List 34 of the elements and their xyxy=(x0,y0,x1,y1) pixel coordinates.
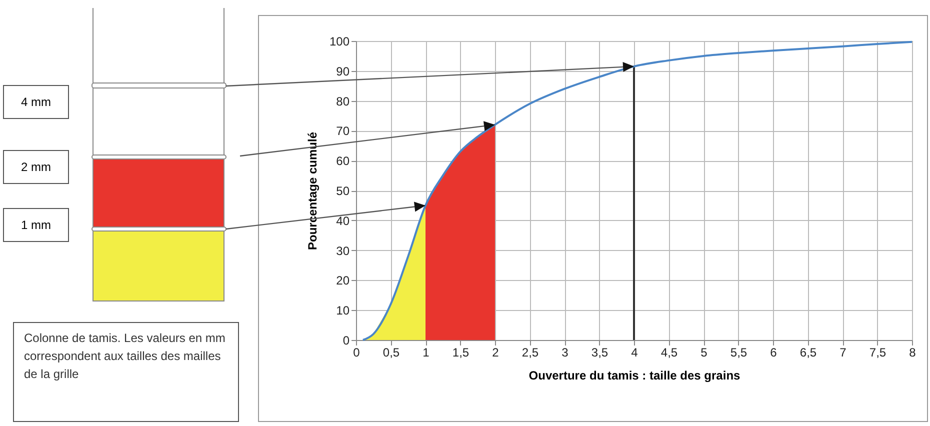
x-tick-label: 1 xyxy=(422,346,430,360)
x-tick-label: 7,5 xyxy=(869,346,886,360)
y-tick-label: 0 xyxy=(342,334,350,348)
x-tick-label: 2,5 xyxy=(522,346,539,360)
x-tick-label: 4,5 xyxy=(660,346,678,360)
y-tick-label: 70 xyxy=(336,124,350,138)
x-tick-label: 6,5 xyxy=(800,346,817,360)
y-tick-label: 90 xyxy=(336,64,350,78)
y-tick-label: 100 xyxy=(329,34,350,48)
y-tick-label: 10 xyxy=(336,304,350,318)
x-tick-label: 3,5 xyxy=(591,346,608,360)
y-tick-label: 30 xyxy=(336,244,350,258)
x-tick-label: 0 xyxy=(353,346,360,360)
x-tick-label: 1,5 xyxy=(452,346,470,360)
x-tick-label: 2 xyxy=(492,346,500,360)
y-axis-title: Pourcentage cumulé xyxy=(305,132,320,250)
x-tick-label: 8 xyxy=(909,346,916,360)
y-tick-label: 20 xyxy=(336,274,350,288)
y-tick-label: 80 xyxy=(336,94,350,108)
x-tick-label: 7 xyxy=(840,346,847,360)
x-axis-title: Ouverture du tamis : taille des grains xyxy=(528,368,741,382)
x-tick-label: 3 xyxy=(562,346,569,360)
text: 1 mm xyxy=(3,208,69,242)
x-tick-label: 6 xyxy=(770,346,778,360)
text: 4 mm xyxy=(3,85,69,119)
y-tick-label: 40 xyxy=(336,214,350,228)
y-tick-label: 50 xyxy=(336,184,350,198)
text: Colonne de tamis. Les valeurs en mm correspondent aux tailles des mailles de la grille xyxy=(13,322,239,422)
x-tick-label: 5 xyxy=(700,346,708,360)
x-tick-label: 0,5 xyxy=(382,346,400,360)
x-tick-label: 5,5 xyxy=(730,346,748,360)
x-tick-label: 4 xyxy=(631,346,638,360)
text: 2 mm xyxy=(3,150,69,184)
y-tick-label: 60 xyxy=(336,154,350,168)
